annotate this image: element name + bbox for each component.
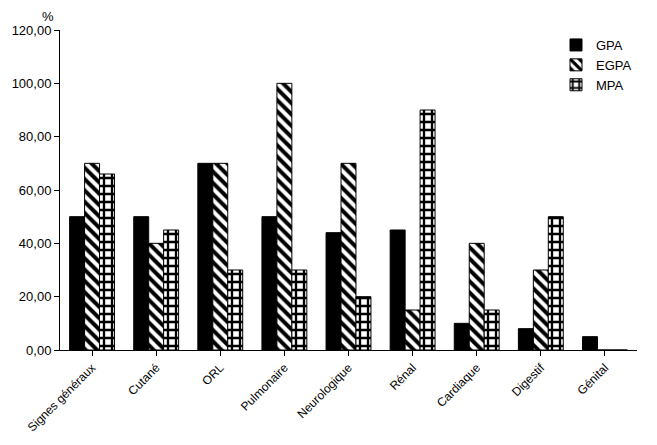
svg-text:%: % xyxy=(42,9,54,24)
svg-text:Génital: Génital xyxy=(575,361,612,398)
svg-text:80,00: 80,00 xyxy=(19,129,52,144)
svg-text:Cardiaque: Cardiaque xyxy=(434,361,483,410)
svg-text:0,00: 0,00 xyxy=(26,343,51,358)
svg-text:120,00: 120,00 xyxy=(12,23,52,38)
svg-text:EGPA: EGPA xyxy=(596,58,631,73)
svg-text:100,00: 100,00 xyxy=(12,76,52,91)
svg-text:Neurologique: Neurologique xyxy=(294,361,355,422)
svg-text:Rénal: Rénal xyxy=(387,361,419,393)
svg-text:MPA: MPA xyxy=(596,78,624,93)
svg-text:60,00: 60,00 xyxy=(19,183,52,198)
svg-text:20,00: 20,00 xyxy=(19,289,52,304)
svg-text:Cutané: Cutané xyxy=(125,361,162,398)
svg-text:ORL: ORL xyxy=(199,361,227,389)
svg-text:Digestif: Digestif xyxy=(509,360,548,399)
svg-text:GPA: GPA xyxy=(596,38,623,53)
svg-text:40,00: 40,00 xyxy=(19,236,52,251)
svg-text:Signes généraux: Signes généraux xyxy=(25,361,99,435)
svg-text:Pulmonaire: Pulmonaire xyxy=(238,361,291,414)
